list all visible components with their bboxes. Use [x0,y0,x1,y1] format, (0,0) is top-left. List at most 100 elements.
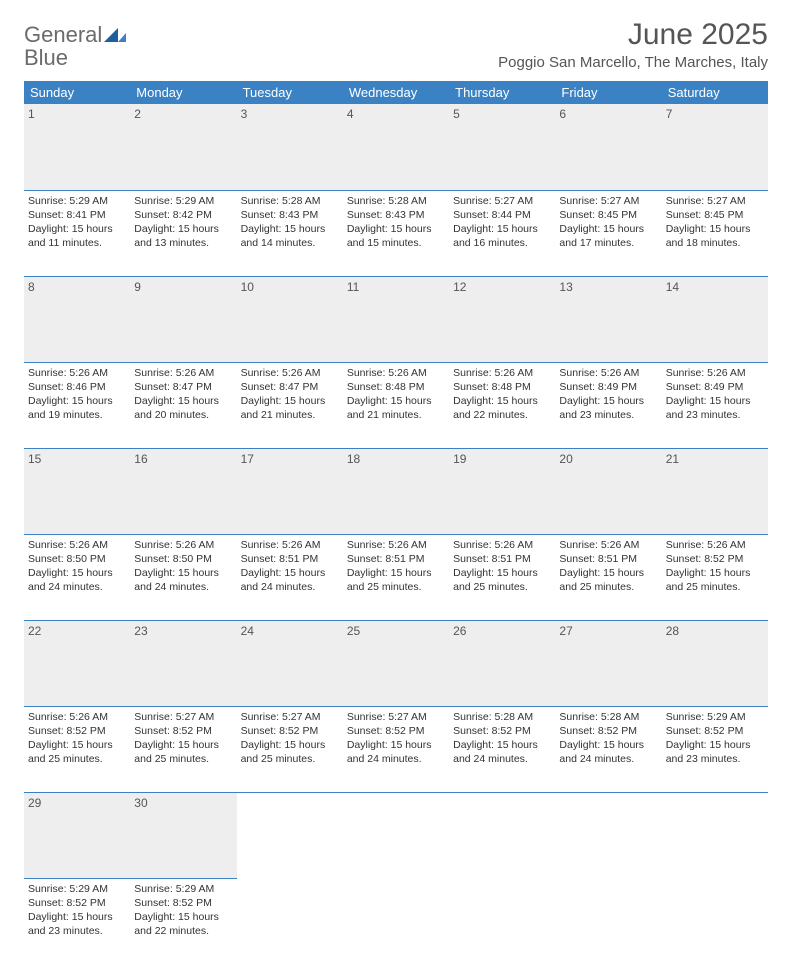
weekday-header: Tuesday [237,81,343,104]
day-number-cell: 2 [130,104,236,190]
day-cell-text: Sunrise: 5:27 AMSunset: 8:45 PMDaylight:… [559,194,657,251]
day-cell: Sunrise: 5:26 AMSunset: 8:49 PMDaylight:… [662,362,768,448]
weekday-header-row: Sunday Monday Tuesday Wednesday Thursday… [24,81,768,104]
weekday-header: Monday [130,81,236,104]
day-cell-text: Sunrise: 5:27 AMSunset: 8:44 PMDaylight:… [453,194,551,251]
day-cell: Sunrise: 5:28 AMSunset: 8:43 PMDaylight:… [237,190,343,276]
day-cell [449,878,555,964]
day-cell-text: Sunrise: 5:28 AMSunset: 8:43 PMDaylight:… [241,194,339,251]
day-number-cell: 23 [130,620,236,706]
day-cell: Sunrise: 5:26 AMSunset: 8:48 PMDaylight:… [343,362,449,448]
day-cell-text: Sunrise: 5:29 AMSunset: 8:42 PMDaylight:… [134,194,232,251]
day-cell-text: Sunrise: 5:28 AMSunset: 8:43 PMDaylight:… [347,194,445,251]
day-number-cell: 7 [662,104,768,190]
day-number-cell: 3 [237,104,343,190]
week-row: Sunrise: 5:26 AMSunset: 8:50 PMDaylight:… [24,534,768,620]
calendar-table: Sunday Monday Tuesday Wednesday Thursday… [24,81,768,964]
day-cell: Sunrise: 5:28 AMSunset: 8:52 PMDaylight:… [555,706,661,792]
day-cell-text: Sunrise: 5:26 AMSunset: 8:48 PMDaylight:… [347,366,445,423]
header: General Blue June 2025 Poggio San Marcel… [24,18,768,77]
day-number-cell: 11 [343,276,449,362]
day-cell: Sunrise: 5:27 AMSunset: 8:44 PMDaylight:… [449,190,555,276]
day-number-cell: 8 [24,276,130,362]
logo-text: General Blue [24,24,126,70]
logo-mark-icon [104,26,126,42]
week-row: Sunrise: 5:29 AMSunset: 8:52 PMDaylight:… [24,878,768,964]
day-cell: Sunrise: 5:26 AMSunset: 8:48 PMDaylight:… [449,362,555,448]
day-cell: Sunrise: 5:29 AMSunset: 8:52 PMDaylight:… [130,878,236,964]
day-number-row: 891011121314 [24,276,768,362]
day-number-cell [343,792,449,878]
day-number-cell: 9 [130,276,236,362]
day-cell: Sunrise: 5:26 AMSunset: 8:46 PMDaylight:… [24,362,130,448]
day-number-cell [449,792,555,878]
day-number-cell: 30 [130,792,236,878]
day-number-cell [237,792,343,878]
day-number-cell: 27 [555,620,661,706]
day-cell: Sunrise: 5:26 AMSunset: 8:49 PMDaylight:… [555,362,661,448]
day-number-cell: 13 [555,276,661,362]
day-cell-text: Sunrise: 5:26 AMSunset: 8:51 PMDaylight:… [453,538,551,595]
week-row: Sunrise: 5:26 AMSunset: 8:46 PMDaylight:… [24,362,768,448]
day-cell-text: Sunrise: 5:28 AMSunset: 8:52 PMDaylight:… [453,710,551,767]
day-number-row: 22232425262728 [24,620,768,706]
day-cell-text: Sunrise: 5:26 AMSunset: 8:50 PMDaylight:… [28,538,126,595]
day-cell: Sunrise: 5:27 AMSunset: 8:52 PMDaylight:… [237,706,343,792]
day-cell-text: Sunrise: 5:27 AMSunset: 8:52 PMDaylight:… [134,710,232,767]
day-cell-text: Sunrise: 5:29 AMSunset: 8:52 PMDaylight:… [134,882,232,939]
day-cell-text: Sunrise: 5:26 AMSunset: 8:48 PMDaylight:… [453,366,551,423]
day-cell-text: Sunrise: 5:29 AMSunset: 8:52 PMDaylight:… [666,710,764,767]
day-cell: Sunrise: 5:28 AMSunset: 8:52 PMDaylight:… [449,706,555,792]
day-number-cell: 22 [24,620,130,706]
day-number-cell: 28 [662,620,768,706]
day-cell: Sunrise: 5:26 AMSunset: 8:52 PMDaylight:… [662,534,768,620]
day-number-cell: 24 [237,620,343,706]
day-cell-text: Sunrise: 5:26 AMSunset: 8:49 PMDaylight:… [666,366,764,423]
day-cell: Sunrise: 5:26 AMSunset: 8:47 PMDaylight:… [237,362,343,448]
day-cell-text: Sunrise: 5:26 AMSunset: 8:47 PMDaylight:… [241,366,339,423]
day-cell: Sunrise: 5:29 AMSunset: 8:52 PMDaylight:… [662,706,768,792]
day-number-cell: 15 [24,448,130,534]
day-cell: Sunrise: 5:26 AMSunset: 8:52 PMDaylight:… [24,706,130,792]
day-cell-text: Sunrise: 5:26 AMSunset: 8:52 PMDaylight:… [28,710,126,767]
day-cell-text: Sunrise: 5:26 AMSunset: 8:50 PMDaylight:… [134,538,232,595]
day-cell-text: Sunrise: 5:26 AMSunset: 8:49 PMDaylight:… [559,366,657,423]
day-cell: Sunrise: 5:26 AMSunset: 8:50 PMDaylight:… [130,534,236,620]
weekday-header: Thursday [449,81,555,104]
week-row: Sunrise: 5:26 AMSunset: 8:52 PMDaylight:… [24,706,768,792]
day-number-cell: 16 [130,448,236,534]
day-cell-text: Sunrise: 5:26 AMSunset: 8:46 PMDaylight:… [28,366,126,423]
day-number-cell: 29 [24,792,130,878]
day-number-cell: 19 [449,448,555,534]
day-number-cell: 12 [449,276,555,362]
day-cell: Sunrise: 5:27 AMSunset: 8:45 PMDaylight:… [662,190,768,276]
day-number-cell: 4 [343,104,449,190]
day-cell-text: Sunrise: 5:26 AMSunset: 8:51 PMDaylight:… [559,538,657,595]
day-number-cell [662,792,768,878]
calendar-body: 1234567Sunrise: 5:29 AMSunset: 8:41 PMDa… [24,104,768,964]
day-cell: Sunrise: 5:27 AMSunset: 8:52 PMDaylight:… [130,706,236,792]
day-cell: Sunrise: 5:28 AMSunset: 8:43 PMDaylight:… [343,190,449,276]
month-title: June 2025 [498,18,768,52]
day-cell-text: Sunrise: 5:29 AMSunset: 8:52 PMDaylight:… [28,882,126,939]
weekday-header: Friday [555,81,661,104]
weekday-header: Wednesday [343,81,449,104]
day-cell-text: Sunrise: 5:27 AMSunset: 8:45 PMDaylight:… [666,194,764,251]
day-number-cell: 1 [24,104,130,190]
day-number-cell: 10 [237,276,343,362]
weekday-header: Sunday [24,81,130,104]
day-number-row: 15161718192021 [24,448,768,534]
day-cell-text: Sunrise: 5:29 AMSunset: 8:41 PMDaylight:… [28,194,126,251]
day-number-row: 1234567 [24,104,768,190]
day-cell: Sunrise: 5:29 AMSunset: 8:41 PMDaylight:… [24,190,130,276]
day-cell: Sunrise: 5:26 AMSunset: 8:51 PMDaylight:… [343,534,449,620]
day-cell: Sunrise: 5:26 AMSunset: 8:51 PMDaylight:… [555,534,661,620]
day-number-cell: 20 [555,448,661,534]
day-cell-text: Sunrise: 5:26 AMSunset: 8:51 PMDaylight:… [347,538,445,595]
day-cell-text: Sunrise: 5:26 AMSunset: 8:52 PMDaylight:… [666,538,764,595]
day-number-cell: 18 [343,448,449,534]
day-cell [343,878,449,964]
day-cell-text: Sunrise: 5:26 AMSunset: 8:47 PMDaylight:… [134,366,232,423]
day-cell-text: Sunrise: 5:27 AMSunset: 8:52 PMDaylight:… [347,710,445,767]
day-cell-text: Sunrise: 5:26 AMSunset: 8:51 PMDaylight:… [241,538,339,595]
